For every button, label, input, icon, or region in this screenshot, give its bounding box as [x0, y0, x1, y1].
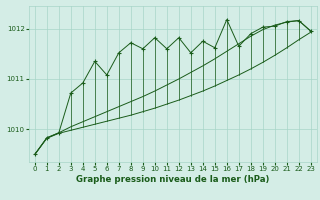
- X-axis label: Graphe pression niveau de la mer (hPa): Graphe pression niveau de la mer (hPa): [76, 175, 269, 184]
